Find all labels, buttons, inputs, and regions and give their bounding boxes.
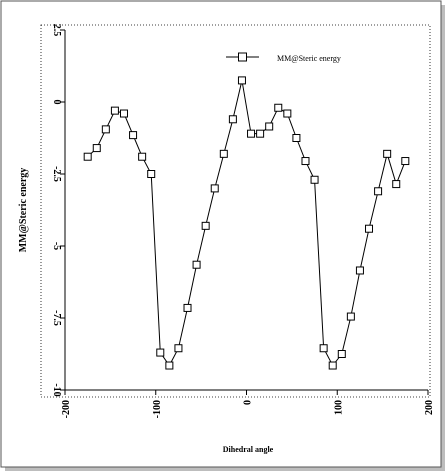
- data-point: [138, 152, 147, 161]
- x-axis-label: Dihedral angle: [223, 445, 274, 454]
- data-point: [192, 260, 201, 269]
- x-tick-label: -100: [152, 400, 163, 418]
- x-tick-label: 200: [424, 400, 435, 415]
- data-point: [292, 134, 301, 142]
- data-point: [274, 103, 283, 112]
- data-point: [228, 115, 237, 124]
- data-point: [129, 131, 138, 140]
- legend: MM@Steric energy: [226, 52, 341, 63]
- data-point: [301, 157, 310, 166]
- data-point: [247, 129, 256, 138]
- y-tick-label: -7.5: [51, 310, 62, 326]
- data-point: [210, 184, 219, 193]
- data-point: [374, 187, 383, 196]
- data-point: [355, 266, 364, 275]
- data-point: [83, 152, 92, 161]
- x-tick-label: 100: [333, 400, 344, 415]
- data-point: [183, 303, 192, 312]
- y-tick-label: 0: [51, 100, 62, 105]
- data-point: [256, 129, 265, 138]
- x-axis-ticks: -200 -100 0 100 200: [61, 390, 435, 418]
- data-point: [383, 149, 392, 158]
- data-point: [346, 312, 355, 321]
- data-point: [165, 361, 174, 370]
- data-point: [328, 361, 337, 370]
- data-point: [219, 149, 228, 158]
- data-point: [101, 125, 110, 134]
- data-point: [147, 170, 156, 178]
- x-tick-label: -200: [61, 400, 72, 418]
- data-point: [283, 109, 292, 118]
- data-point: [401, 157, 410, 166]
- series-markers: [83, 76, 410, 370]
- data-point: [265, 122, 274, 131]
- y-tick-label: -2.5: [51, 166, 62, 182]
- y-axis-label: MM@Steric energy: [18, 168, 29, 253]
- data-point: [156, 348, 165, 357]
- data-point: [201, 221, 210, 230]
- data-point: [110, 106, 119, 115]
- data-point: [319, 344, 328, 353]
- data-point: [92, 144, 101, 153]
- y-tick-label: -5: [51, 242, 62, 250]
- x-tick-label: 0: [243, 400, 254, 405]
- y-tick-label: 2.5: [51, 24, 62, 37]
- data-point: [365, 224, 374, 233]
- legend-marker: [238, 52, 247, 62]
- data-point: [392, 180, 401, 189]
- data-point: [337, 350, 346, 358]
- data-point: [237, 76, 246, 85]
- data-point: [174, 344, 183, 353]
- data-point: [310, 175, 319, 184]
- legend-label: MM@Steric energy: [277, 54, 341, 63]
- data-point: [119, 109, 128, 118]
- plot-area: [40, 24, 431, 398]
- y-tick-label: -10: [51, 383, 62, 396]
- y-axis-ticks: 2.5 0 -2.5 -5 -7.5 -10: [51, 24, 65, 397]
